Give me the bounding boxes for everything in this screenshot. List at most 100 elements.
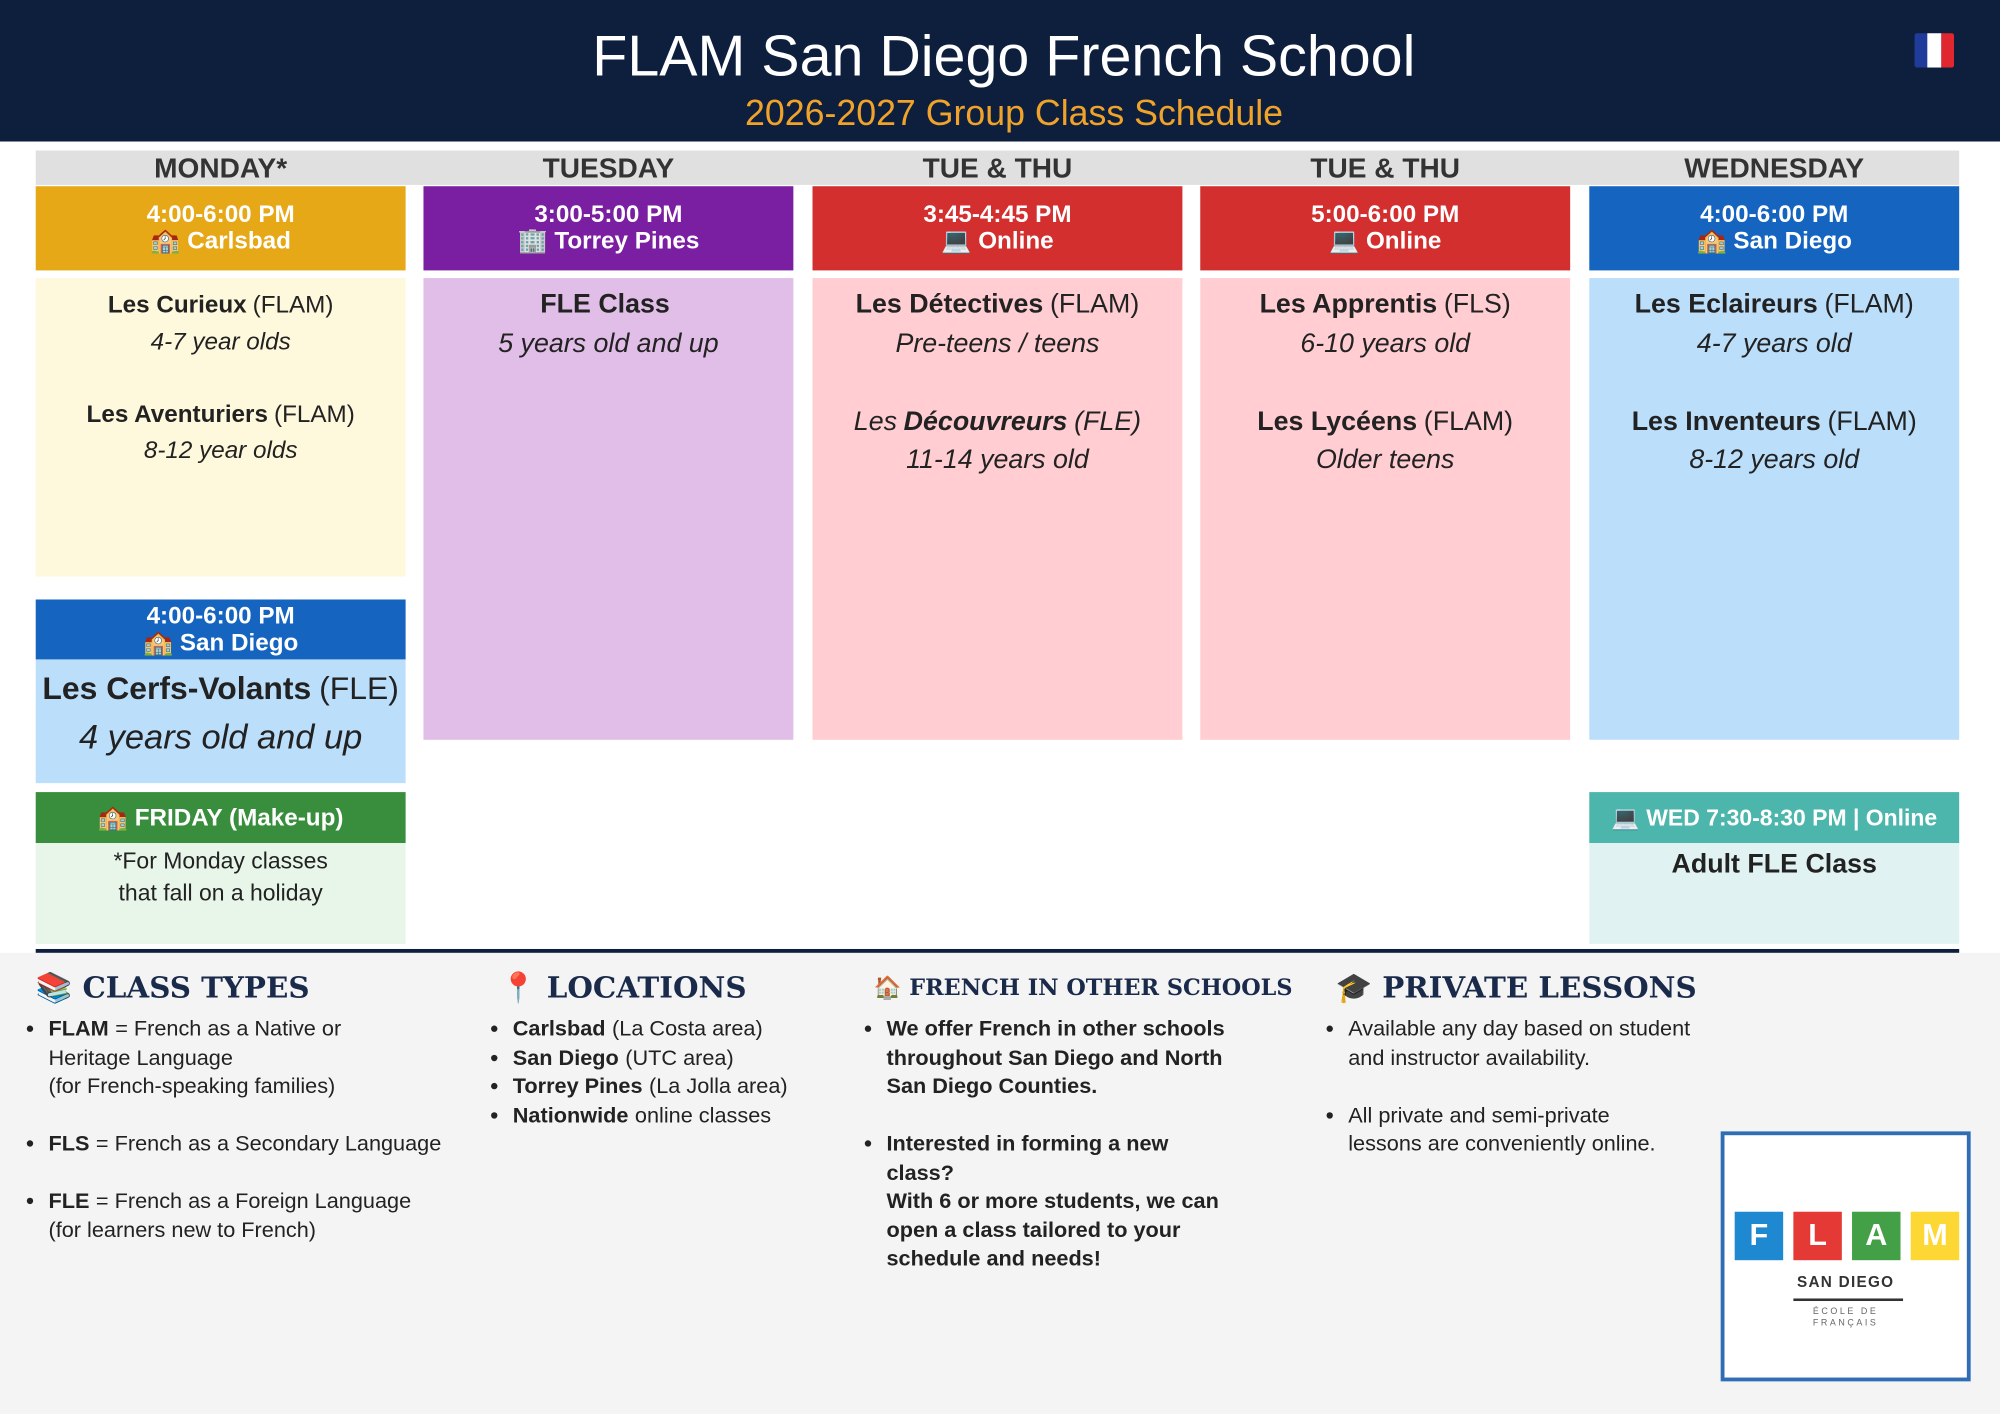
day-label: MONDAY* <box>154 151 288 184</box>
class-entry: FLE Class 5 years old and up <box>423 286 793 364</box>
info-section: 📚 CLASS TYPES FLAM= French as a Native or… <box>36 969 495 1245</box>
class-ages: 4 years old and up <box>78 718 363 757</box>
class-entry: Les Lycéens (FLAM) Older teens <box>1200 402 1570 480</box>
class-title: Les Curieux (FLAM) <box>36 288 406 324</box>
section-item: FLAM= French as a Native or Heritage Lan… <box>48 1015 494 1101</box>
time-header: 4:00-6:00 PM 🏫 San Diego <box>35 599 406 660</box>
section-list: Carlsbad(La Costa area)San Diego(UTC are… <box>500 1015 857 1130</box>
day-label: TUESDAY <box>542 151 675 184</box>
class-ages: 6-10 years old <box>1300 328 1471 358</box>
class-entry: Les Inventeurs (FLAM) 8-12 years old <box>1589 402 1959 480</box>
class-body: Les Curieux (FLAM) 4-7 year olds Les Aventu… <box>35 278 406 577</box>
section-item: Available any day based on student and i… <box>1348 1015 1756 1072</box>
section-list: FLAM= French as a Native or Heritage Lan… <box>36 1015 495 1245</box>
time-header: 4:00-6:00 PM 🏫 Carlsbad <box>35 186 406 271</box>
class-entry: Les Détectives (FLAM) Pre-teens / teens <box>812 286 1182 364</box>
item-text: = French as a Secondary Language <box>95 1131 442 1156</box>
class-type: (FLE) <box>1074 406 1142 436</box>
subtitle: 2026-2027 Group Class Schedule <box>744 93 1284 133</box>
class-title: Les Aventuriers (FLAM) <box>36 397 406 433</box>
friday-header: 🏫 FRIDAY (Make-up) <box>35 792 406 844</box>
class-ages: Older teens <box>1315 445 1455 475</box>
class-type: (FLAM) <box>252 292 334 319</box>
item-text: = French as a Native or Heritage Languag… <box>48 1016 342 1099</box>
class-title: FLE Class <box>423 286 793 325</box>
class-location: 🏫 San Diego <box>1696 228 1852 256</box>
logo-tagline: ÉCOLE DE FRANÇAIS <box>1812 1307 1879 1328</box>
logo-letter: M <box>1910 1211 1960 1261</box>
section-item: All private and semi-private lessons are… <box>1348 1101 1756 1158</box>
class-ages: 8-12 year olds <box>143 437 298 465</box>
class-entry: Les Cerfs-Volants (FLE) 4 years old and up <box>36 665 406 762</box>
time-header: 5:00-6:00 PM 💻 Online <box>1200 186 1571 271</box>
class-ages: Pre-teens / teens <box>895 328 1100 358</box>
logo-letter: F <box>1734 1211 1784 1261</box>
section-heading: 🏠 FRENCH IN OTHER SCHOOLS <box>873 975 1293 1002</box>
class-ages: 4-7 year olds <box>150 328 291 356</box>
day-label: TUE & THU <box>922 151 1073 184</box>
class-location: 🏫 Carlsbad <box>150 228 291 256</box>
section-heading: 📚 CLASS TYPES <box>35 970 310 1006</box>
info-section: 📍 LOCATIONS Carlsbad(La Costa area)San Di… <box>500 969 857 1130</box>
class-name: Les Cerfs-Volants <box>42 670 312 707</box>
section-list: We offer French in other schools through… <box>874 1015 1295 1273</box>
class-title: Les Inventeurs (FLAM) <box>1589 402 1959 441</box>
item-term: We offer French in other schools through… <box>886 1016 1225 1099</box>
logo-letter: L <box>1793 1211 1842 1261</box>
class-type: (FLAM) <box>1049 289 1140 319</box>
class-time: 3:00-5:00 PM <box>534 201 683 229</box>
class-entry: Les Curieux (FLAM) 4-7 year olds <box>36 288 406 361</box>
flag <box>1914 33 1955 68</box>
class-name: Les Apprentis <box>1259 289 1438 319</box>
class-type: (FLAM) <box>1824 289 1914 319</box>
class-time: 4:00-6:00 PM <box>1700 201 1849 229</box>
class-name: Les Inventeurs <box>1631 406 1821 436</box>
flag-stripe <box>1914 33 1928 68</box>
info-section: 🎓 PRIVATE LESSONS Available any day based… <box>1335 969 1756 1158</box>
day-label: WEDNESDAY <box>1684 151 1865 184</box>
class-ages: 11-14 years old <box>906 445 1089 475</box>
class-title: Les Eclaireurs (FLAM) <box>1589 286 1959 325</box>
item-text: All private and semi-private lessons are… <box>1348 1102 1656 1156</box>
class-entry: Les Eclaireurs (FLAM) 4-7 years old <box>1589 286 1959 364</box>
class-body: Les Apprentis (FLS) 6-10 years old Les Lycé… <box>1200 278 1571 740</box>
section-item: Carlsbad(La Costa area) <box>513 1015 857 1044</box>
class-name: Les Détectives <box>855 289 1044 319</box>
logo-line <box>1793 1298 1904 1302</box>
adult-header: 💻 WED 7:30-8:30 PM | Online <box>1589 792 1960 844</box>
section-heading: 📍 LOCATIONS <box>499 970 747 1006</box>
item-text: (La Costa area) <box>612 1016 763 1041</box>
class-name: Les Curieux <box>107 292 247 319</box>
day-label: TUE & THU <box>1310 151 1461 184</box>
class-location: 🏢 Torrey Pines <box>517 228 700 256</box>
time-header: 3:00-5:00 PM 🏢 Torrey Pines <box>423 186 794 271</box>
item-text: Available any day based on student and i… <box>1348 1016 1691 1070</box>
class-type: (FLAM) <box>1827 406 1917 436</box>
class-type: (FLE) <box>319 670 399 707</box>
flag-stripe <box>1940 33 1955 68</box>
logo: F L A M SAN DIEGO ÉCOLE DE FRANÇAIS <box>1720 1131 1971 1382</box>
divider <box>35 948 1960 953</box>
section-item: Torrey Pines(La Jolla area) <box>513 1073 857 1102</box>
class-entry: Les Aventuriers (FLAM) 8-12 year olds <box>36 397 406 470</box>
class-body: Les Eclaireurs (FLAM) 4-7 years old Les Inv… <box>1589 278 1960 740</box>
class-location: 🏫 San Diego <box>142 629 299 657</box>
item-term: FLE <box>48 1188 90 1214</box>
class-ages: 4-7 years old <box>1696 328 1852 358</box>
class-entry: Les Apprentis (FLS) 6-10 years old <box>1200 286 1570 364</box>
section-item: San Diego(UTC area) <box>513 1044 857 1073</box>
class-body: Les Détectives (FLAM) Pre-teens / teens Les… <box>812 278 1183 740</box>
section-list: Available any day based on student and i… <box>1335 1015 1756 1158</box>
item-text: online classes <box>634 1102 772 1127</box>
logo-letter: A <box>1852 1211 1901 1261</box>
item-text: (La Jolla area) <box>649 1073 788 1099</box>
item-text: (UTC area) <box>625 1045 734 1070</box>
section-item: FLE= French as a Foreign Language (for l… <box>48 1187 494 1244</box>
class-ages: 8-12 years old <box>1689 445 1860 475</box>
class-ages: 5 years old and up <box>498 328 719 358</box>
item-term: Nationwide <box>512 1102 629 1127</box>
header-bar <box>0 0 2000 142</box>
